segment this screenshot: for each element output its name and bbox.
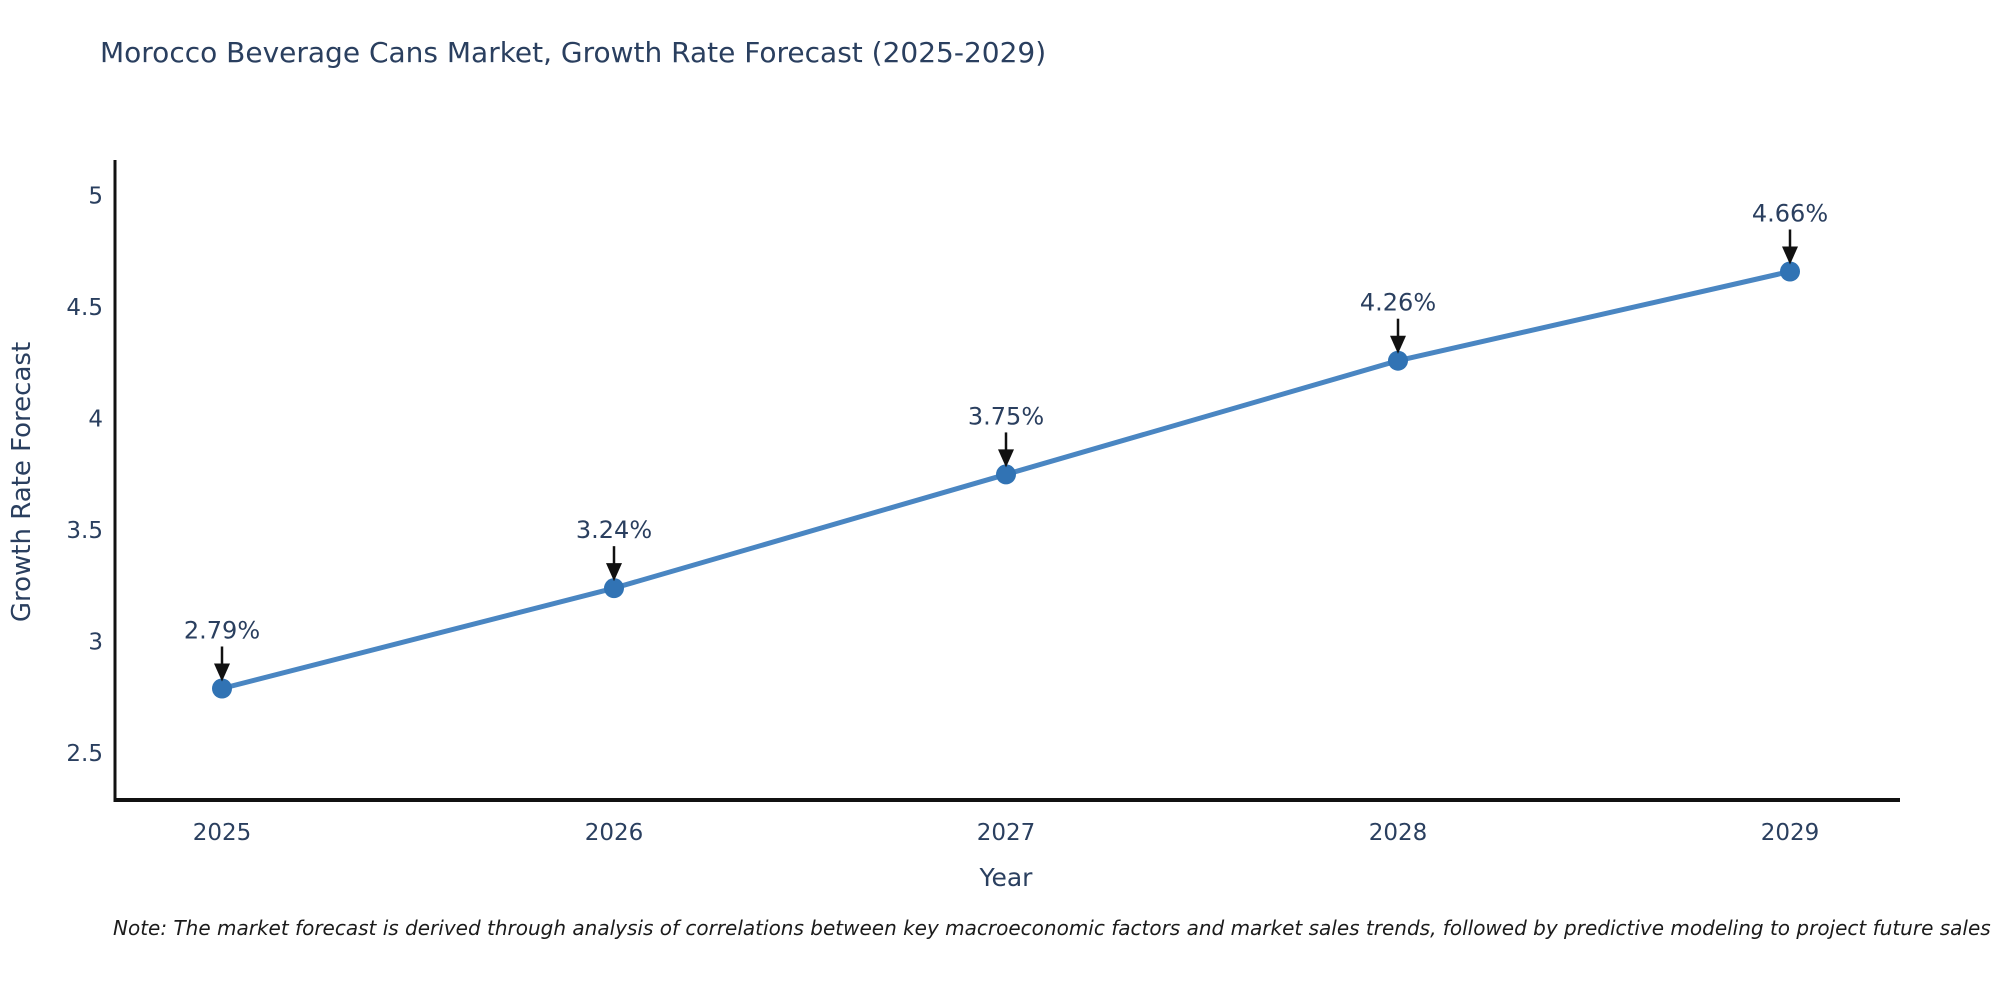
data-point-marker <box>1388 350 1408 371</box>
annotation-arrowhead-icon <box>1782 246 1798 265</box>
point-annotation-label: 2.79% <box>184 617 260 645</box>
y-tick-label: 4 <box>88 407 103 433</box>
point-annotation-label: 4.26% <box>1360 289 1436 317</box>
annotation-arrowhead-icon <box>998 449 1014 468</box>
point-annotation-label: 4.66% <box>1752 199 1828 227</box>
y-tick-label: 4.5 <box>66 295 103 321</box>
annotation-arrowhead-icon <box>1390 335 1406 354</box>
annotation-arrowhead-icon <box>214 663 230 682</box>
data-point-marker <box>1780 261 1800 282</box>
annotation-arrowhead-icon <box>606 563 622 582</box>
y-tick-label: 3.5 <box>66 518 103 544</box>
x-tick-label: 2026 <box>585 820 644 846</box>
point-annotation-label: 3.75% <box>968 402 1044 430</box>
data-point-marker <box>604 578 624 599</box>
point-annotation-label: 3.24% <box>576 516 652 544</box>
y-tick-label: 3 <box>88 630 103 656</box>
y-axis-title: Growth Rate Forecast <box>7 342 37 622</box>
x-tick-label: 2029 <box>1761 820 1820 846</box>
x-axis-title: Year <box>979 863 1034 892</box>
x-tick-label: 2025 <box>193 820 252 846</box>
data-point-marker <box>212 678 232 699</box>
chart-title: Morocco Beverage Cans Market, Growth Rat… <box>100 36 1047 69</box>
y-tick-label: 2.5 <box>66 741 103 767</box>
footnote-text: Note: The market forecast is derived thr… <box>113 916 1991 940</box>
x-tick-label: 2027 <box>977 820 1036 846</box>
data-point-marker <box>996 464 1016 485</box>
x-tick-label: 2028 <box>1369 820 1428 846</box>
y-tick-label: 5 <box>88 184 103 210</box>
